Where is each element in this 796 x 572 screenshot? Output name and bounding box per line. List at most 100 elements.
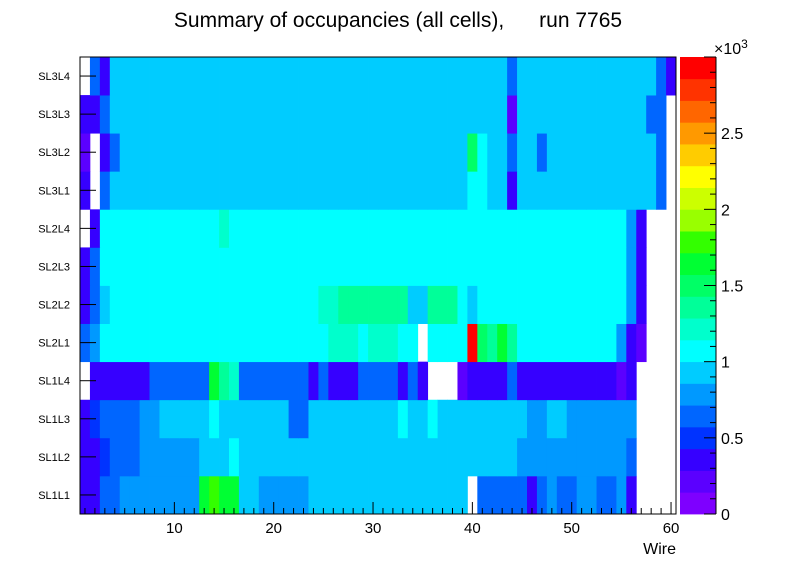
heatmap-cell xyxy=(556,437,568,477)
heatmap-cell xyxy=(199,361,210,401)
heatmap-cell xyxy=(109,95,121,134)
heatmap-cell xyxy=(646,133,657,172)
heatmap-cell xyxy=(387,323,399,363)
y-axis: SL1L1 SL1L2 SL1L3 SL1L4 SL2L1 SL2L2 SL2L3 SL2L4… xyxy=(38,71,96,502)
heatmap-cell xyxy=(179,57,190,96)
heatmap-cell xyxy=(288,323,299,363)
heatmap-cell xyxy=(348,247,359,286)
heatmap-cell xyxy=(109,285,121,324)
heatmap-cell xyxy=(129,57,140,96)
heatmap-cell xyxy=(99,437,111,477)
y-tick-label: SL3L3 xyxy=(38,109,70,121)
heatmap-cell xyxy=(159,399,170,439)
heatmap-cell xyxy=(129,399,140,439)
heatmap-cell xyxy=(576,95,587,134)
heatmap-cell xyxy=(378,95,389,134)
heatmap-cell xyxy=(407,95,419,134)
heatmap-cell xyxy=(566,285,578,324)
heatmap-cell xyxy=(517,399,528,439)
heatmap-cell xyxy=(596,475,607,515)
heatmap-cell xyxy=(457,475,468,515)
heatmap-cell xyxy=(606,399,617,439)
heatmap-cell xyxy=(378,247,389,286)
heatmap-cell xyxy=(258,57,270,96)
heatmap-cell xyxy=(288,399,299,439)
heatmap-cell xyxy=(596,57,607,96)
heatmap-cell xyxy=(427,171,438,210)
heatmap-cell xyxy=(487,361,498,401)
heatmap-cell xyxy=(338,133,349,172)
heatmap-cell xyxy=(348,57,359,96)
heatmap-cell xyxy=(586,57,597,96)
heatmap-cell xyxy=(606,171,617,210)
heatmap-cell xyxy=(268,209,280,248)
colorbar-segment xyxy=(680,448,716,471)
heatmap-cell xyxy=(308,209,319,248)
colorbar-segment xyxy=(680,57,716,80)
heatmap-cell xyxy=(229,437,240,477)
heatmap-cell xyxy=(99,475,111,515)
heatmap-cell xyxy=(536,133,548,172)
heatmap-cell xyxy=(139,475,150,515)
heatmap-cell xyxy=(546,285,558,324)
heatmap-cell xyxy=(387,133,399,172)
heatmap-cell xyxy=(437,133,448,172)
heatmap-cell xyxy=(566,437,578,477)
heatmap-cell xyxy=(248,57,260,96)
heatmap-cell xyxy=(268,399,280,439)
heatmap-cell xyxy=(179,399,190,439)
heatmap-cell xyxy=(149,57,160,96)
z-multiplier-base: ×10 xyxy=(714,41,741,58)
colorbar-segment xyxy=(680,470,716,493)
heatmap-cell xyxy=(238,95,250,134)
heatmap-cell xyxy=(288,247,299,286)
heatmap-cell xyxy=(437,171,448,210)
heatmap-cell xyxy=(626,361,637,401)
heatmap-cell xyxy=(248,399,260,439)
heatmap-cell xyxy=(457,323,468,363)
heatmap-cell xyxy=(268,95,280,134)
heatmap-cell xyxy=(636,133,647,172)
heatmap-cell xyxy=(636,57,647,96)
heatmap-cell xyxy=(209,323,220,363)
heatmap-cell xyxy=(477,399,488,439)
heatmap-cell xyxy=(338,209,349,248)
heatmap-cell xyxy=(169,475,180,515)
heatmap-cell xyxy=(527,285,538,324)
heatmap-cell xyxy=(507,209,518,248)
heatmap-cell xyxy=(586,323,597,363)
heatmap-cell xyxy=(159,247,170,286)
heatmap-cell xyxy=(387,171,399,210)
heatmap-cell xyxy=(636,95,647,134)
heatmap-cell xyxy=(407,133,419,172)
heatmap-cell xyxy=(507,247,518,286)
heatmap-cell xyxy=(209,95,220,134)
heatmap-cell xyxy=(338,57,349,96)
heatmap-cell xyxy=(636,247,647,286)
heatmap-cell xyxy=(447,209,458,248)
heatmap-cell xyxy=(268,171,280,210)
heatmap-cell xyxy=(546,133,558,172)
heatmap-cell xyxy=(209,247,220,286)
y-tick-label: SL2L2 xyxy=(38,300,70,312)
heatmap-cell xyxy=(566,247,578,286)
x-axis: 10 20 30 40 50 60 xyxy=(84,502,679,537)
heatmap-cell xyxy=(159,285,170,324)
heatmap-cell xyxy=(119,475,131,515)
heatmap-cell xyxy=(179,323,190,363)
heatmap-cell xyxy=(149,247,160,286)
heatmap-cell xyxy=(457,209,468,248)
heatmap-cell xyxy=(358,57,369,96)
heatmap-cell xyxy=(586,171,597,210)
heatmap-cell xyxy=(596,399,607,439)
heatmap-cell xyxy=(517,285,528,324)
heatmap-cell xyxy=(507,95,518,134)
heatmap-cell xyxy=(159,209,170,248)
heatmap-cell xyxy=(258,475,270,515)
heatmap-cell xyxy=(517,57,528,96)
heatmap-cell xyxy=(129,437,140,477)
heatmap-cell xyxy=(99,399,111,439)
heatmap-cell xyxy=(417,361,429,401)
heatmap-cell xyxy=(338,247,349,286)
heatmap-cell xyxy=(268,323,280,363)
